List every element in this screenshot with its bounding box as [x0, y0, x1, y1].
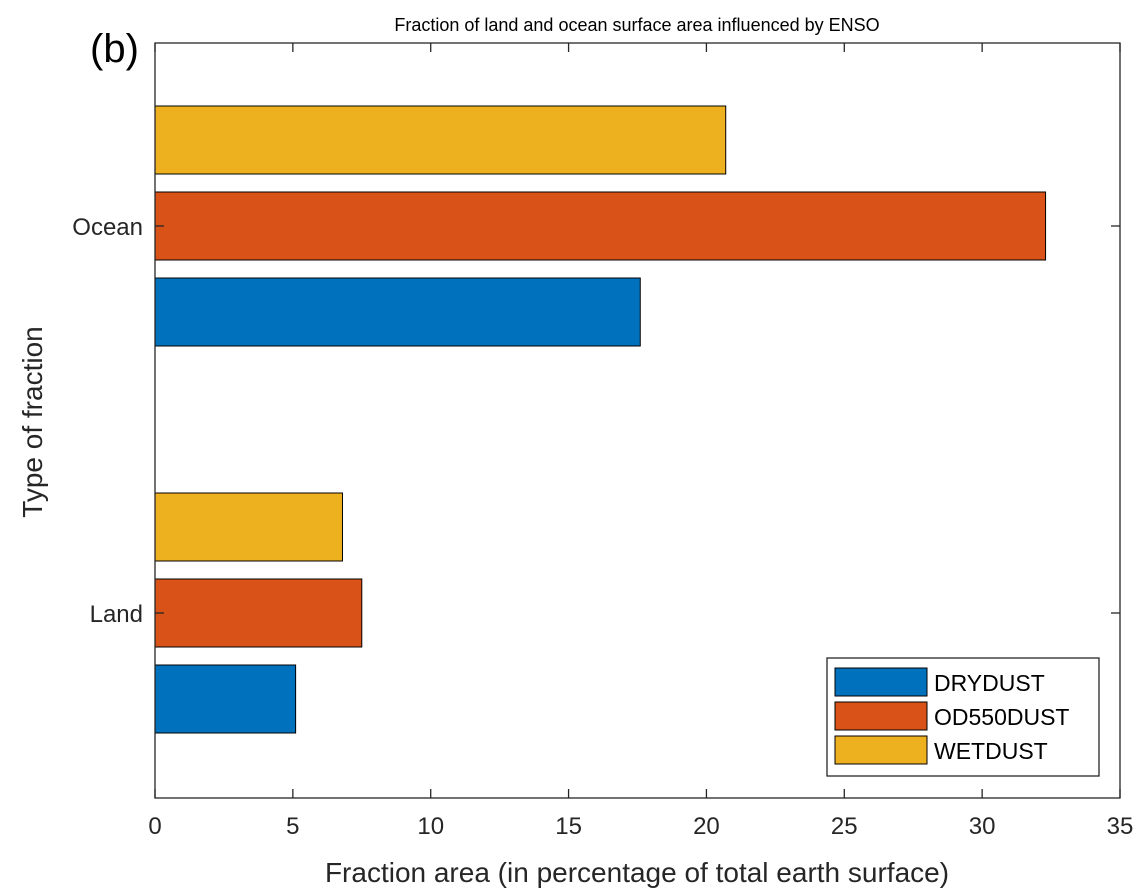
chart-title: Fraction of land and ocean surface area … — [394, 15, 879, 35]
legend-label-wetdust: WETDUST — [934, 738, 1048, 764]
y-ticks-group: Land Ocean — [72, 214, 1120, 628]
x-tick-label: 0 — [148, 813, 161, 840]
bar-wetdust-land — [154, 492, 343, 562]
x-tick-label: 20 — [693, 813, 720, 840]
bar-od550dust-land — [154, 578, 363, 648]
x-tick-label: 25 — [831, 813, 858, 840]
legend-swatch-drydust — [834, 667, 928, 697]
y-tick-label-ocean: Ocean — [72, 214, 143, 241]
legend-label-od550dust: OD550DUST — [934, 704, 1069, 730]
axes-box — [154, 42, 1121, 799]
x-tick-label: 35 — [1107, 813, 1134, 840]
panel-label: (b) — [90, 27, 139, 71]
x-tick-label: 30 — [969, 813, 996, 840]
x-tick-label: 10 — [417, 813, 444, 840]
x-ticks-group: 0 5 10 15 20 25 30 35 — [148, 43, 1133, 840]
legend-swatch-wetdust — [834, 735, 928, 765]
y-tick-label-land: Land — [90, 601, 143, 628]
bar-drydust-ocean — [154, 277, 641, 347]
bar-drydust-land — [154, 664, 297, 734]
x-tick-label: 15 — [555, 813, 582, 840]
bar-wetdust-ocean — [154, 105, 727, 175]
legend: DRYDUST OD550DUST WETDUST — [826, 657, 1100, 777]
legend-swatch-od550dust — [834, 701, 928, 731]
bar-od550dust-ocean — [154, 191, 1047, 261]
y-axis-title: Type of fraction — [17, 326, 48, 517]
x-tick-label: 5 — [286, 813, 299, 840]
bars-group — [154, 105, 1047, 734]
x-axis-title: Fraction area (in percentage of total ea… — [325, 857, 949, 888]
legend-label-drydust: DRYDUST — [934, 670, 1045, 696]
